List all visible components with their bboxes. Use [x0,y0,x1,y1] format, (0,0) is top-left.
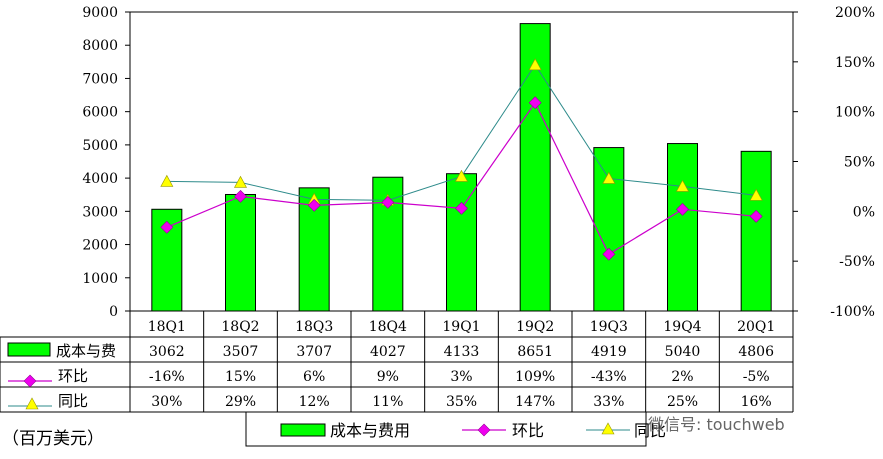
table-cell: -43% [591,369,627,385]
bar [667,143,698,312]
qoq-point [676,202,689,216]
table-header-cell: 20Q1 [737,319,775,335]
table-cell: 4919 [591,344,627,360]
qoq-point [160,220,174,234]
table-cell: 16% [741,394,772,410]
table-cell: 3707 [296,344,332,360]
yoy-point [675,179,690,192]
table-cell: 6% [303,369,325,385]
table-cell: 5040 [665,344,701,360]
left-axis-tick-label: 0 [109,304,118,320]
table-header-cell: 18Q4 [369,319,407,335]
left-axis-tick-label: 1000 [82,271,118,287]
left-axis-tick-label: 6000 [82,105,118,121]
table-cell: 25% [667,394,698,410]
yoy-point [528,58,542,71]
table-cell: -16% [149,369,185,385]
table-key-bar [7,342,51,357]
bar [740,150,772,312]
right-axis-tick-label: 200% [835,5,875,21]
right-axis-tick-label: -50% [839,254,875,270]
bar [225,193,256,312]
qoq-point [234,189,247,203]
right-axis-tick-label: 50% [844,155,875,171]
qoq-point [455,201,468,215]
table-key-marker [23,374,37,388]
table-cell: 15% [225,369,256,385]
yoy-point [160,174,174,187]
legend-key-marker [477,423,491,437]
table-header-cell: 18Q1 [148,319,186,335]
table-header-cell: 19Q2 [516,319,554,335]
qoq-point [749,209,763,223]
table-cell: 3% [450,369,472,385]
right-axis-tick-label: 150% [835,55,875,71]
legend-label: 环比 [512,421,544,440]
bar [446,173,477,312]
left-axis-tick-label: 8000 [82,38,118,54]
table-header-cell: 18Q3 [295,319,333,335]
legend-key-bar [280,423,326,437]
data-table: 18Q1 18Q2 18Q3 18Q4 19Q1 19Q2 19Q3 19Q4 20Q1 成本与费… [0,310,794,413]
yoy-point [602,171,616,184]
legend-label: 同比 [634,421,666,440]
table-cell: 33% [593,394,624,410]
axes: 0 1000 2000 3000 4000 5000 6000 7000 8000 9000 -10… [82,5,875,320]
right-axis-tick-label: -100% [830,304,875,320]
table-cell: 8651 [517,344,553,360]
table-cell: 11% [372,394,403,410]
bar-series [151,23,772,312]
table-cell: 12% [299,394,330,410]
yoy-point [233,175,248,188]
table-header-cell: 19Q3 [590,319,628,335]
table-cell: 4806 [738,344,774,360]
legend-label: 成本与费用 [330,421,410,440]
left-axis-tick-label: 7000 [82,71,118,87]
table-cell: 3507 [223,344,259,360]
left-axis-tick-label: 2000 [82,238,118,254]
yoy-point [749,188,763,201]
table-cell: 109% [515,369,555,385]
left-axis-tick-label: 4000 [82,171,118,187]
table-header-cell: 19Q1 [442,319,480,335]
table-cell: -5% [743,369,770,385]
right-axis-tick-label: 0% [853,204,875,220]
table-header-cell: 18Q2 [221,319,259,335]
legend-key-marker [601,422,615,435]
table-cell: 4027 [370,344,406,360]
table-cell: 147% [515,394,555,410]
watermark: 微信号: touchweb [648,415,785,434]
table-header-cell: 19Q4 [663,319,701,335]
line-series [160,58,763,261]
table-cell: 3062 [149,344,185,360]
qoq-point [528,96,542,110]
left-axis-tick-label: 5000 [82,138,118,154]
qoq-point [602,247,616,261]
table-key-marker [25,397,39,410]
table-row-label: 同比 [58,392,88,410]
qoq-point [381,195,395,209]
left-axis-tick-label: 9000 [82,5,118,21]
table-row-label: 成本与费 [56,342,116,360]
table-cell: 4133 [444,344,480,360]
table-cell: 2% [671,369,693,385]
qoq-point [307,198,321,212]
yoy-point [454,169,469,182]
right-axis-tick-label: 100% [835,105,875,121]
unit-label: （百万美元） [2,429,104,449]
left-axis-tick-label: 3000 [82,204,118,220]
table-cell: 30% [151,394,182,410]
table-cell: 35% [446,394,477,410]
table-cell: 29% [225,394,256,410]
table-cell: 9% [377,369,399,385]
legend: 成本与费用 环比 同比 [245,411,666,447]
table-row-label: 环比 [58,367,88,385]
